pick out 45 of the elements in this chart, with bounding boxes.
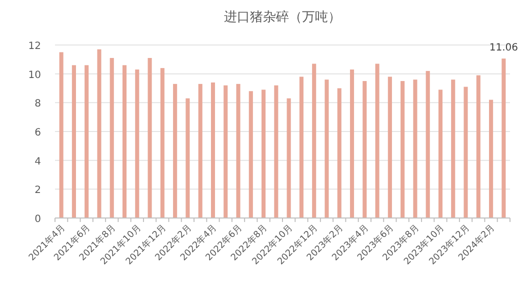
bar xyxy=(224,85,228,218)
bar xyxy=(388,76,392,218)
bar xyxy=(362,81,367,218)
bar xyxy=(72,65,76,218)
bar xyxy=(173,84,178,218)
bar xyxy=(324,80,329,218)
bar xyxy=(299,76,304,218)
data-label: 11.06 xyxy=(489,42,518,54)
bar xyxy=(248,91,253,218)
bar xyxy=(186,98,190,218)
bar xyxy=(413,80,418,218)
bar xyxy=(262,90,266,218)
bar xyxy=(350,70,354,218)
bar xyxy=(400,81,405,218)
bar xyxy=(312,64,316,218)
bar xyxy=(97,49,102,218)
bar xyxy=(122,65,127,218)
bar xyxy=(160,68,164,218)
bar xyxy=(476,75,480,218)
y-tick-label: 2 xyxy=(34,185,41,196)
bar xyxy=(59,52,64,218)
bar xyxy=(286,98,291,218)
bar xyxy=(489,100,494,218)
bar xyxy=(84,65,89,218)
y-tick-label: 10 xyxy=(28,70,41,81)
bar xyxy=(210,82,216,218)
bar xyxy=(135,70,140,218)
y-tick-label: 4 xyxy=(34,156,41,168)
bar xyxy=(438,90,443,218)
bar xyxy=(464,86,468,218)
chart-title: 进口猪杂碎（万吨） xyxy=(224,10,341,25)
bar xyxy=(198,84,202,218)
y-tick-label: 12 xyxy=(28,41,41,52)
bar xyxy=(502,58,506,218)
bar xyxy=(451,80,456,218)
bar xyxy=(426,70,430,218)
bar xyxy=(110,58,114,218)
y-tick-label: 6 xyxy=(34,128,41,138)
bar xyxy=(274,85,278,218)
bar xyxy=(337,88,342,218)
bar xyxy=(375,64,380,218)
bar xyxy=(148,58,152,218)
bar xyxy=(236,84,240,218)
y-tick-label: 0 xyxy=(34,214,41,225)
y-tick-label: 8 xyxy=(34,98,41,110)
